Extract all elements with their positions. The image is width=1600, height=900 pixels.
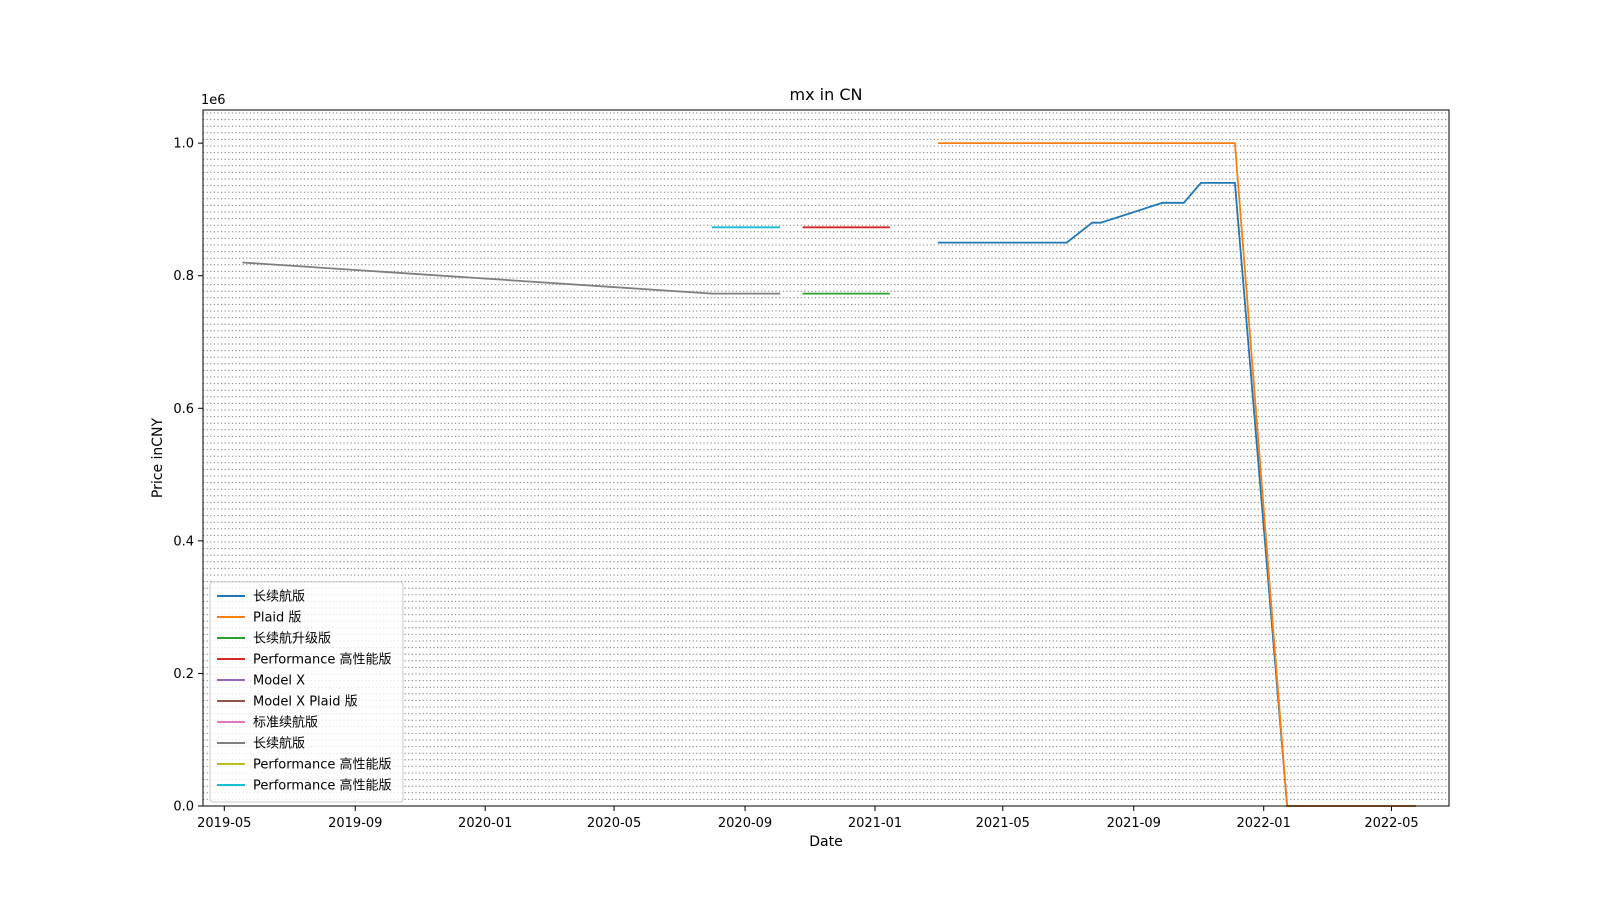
x-tick-label: 2022-01 bbox=[1237, 816, 1291, 831]
x-tick-label: 2021-01 bbox=[848, 816, 902, 831]
y-tick-label: 0.4 bbox=[173, 534, 194, 549]
x-tick-label: 2019-05 bbox=[197, 816, 251, 831]
plot-frame bbox=[202, 109, 1450, 807]
legend-entry: 长续航版 bbox=[253, 736, 305, 752]
y-axis: 0.0 0.2 0.4 0.6 0.8 1.0 bbox=[173, 137, 203, 815]
legend-entry: 长续航升级版 bbox=[253, 631, 331, 647]
legend-entry: Model X bbox=[253, 674, 305, 689]
x-tick-label: 2020-09 bbox=[718, 816, 772, 831]
legend-entry: Performance 高性能版 bbox=[253, 778, 392, 794]
series-line-7 bbox=[242, 261, 781, 295]
legend-entry: Performance 高性能版 bbox=[253, 652, 392, 668]
x-axis: 2019-05 2019-09 2020-01 2020-05 2020-09 2021-… bbox=[197, 806, 1419, 831]
legend-entry: 标准续航版 bbox=[253, 715, 318, 731]
legend-entry: Model X Plaid 版 bbox=[253, 695, 358, 710]
y-tick-label: 0.8 bbox=[173, 269, 194, 284]
y-tick-label: 0.2 bbox=[173, 667, 194, 682]
x-tick-label: 2020-05 bbox=[587, 816, 641, 831]
chart-title: mx in CN bbox=[790, 85, 863, 104]
y-tick-label: 0.0 bbox=[173, 800, 194, 815]
y-axis-label: Price inCNY bbox=[150, 417, 166, 498]
grid bbox=[203, 112, 1449, 800]
x-tick-label: 2021-05 bbox=[976, 816, 1030, 831]
legend-box bbox=[209, 581, 404, 803]
legend-entry: Performance 高性能版 bbox=[253, 757, 392, 773]
legend-entry: Plaid 版 bbox=[253, 611, 301, 626]
series-line-0 bbox=[937, 181, 1416, 807]
x-tick-label: 2022-05 bbox=[1364, 816, 1418, 831]
y-tick-label: 0.6 bbox=[173, 402, 194, 417]
y-tick-label: 1.0 bbox=[173, 137, 194, 152]
legend-entry: 长续航版 bbox=[253, 589, 305, 605]
x-tick-label: 2020-01 bbox=[458, 816, 512, 831]
x-tick-label: 2021-09 bbox=[1107, 816, 1161, 831]
x-axis-label: Date bbox=[809, 834, 842, 850]
x-tick-label: 2019-09 bbox=[328, 816, 382, 831]
y-axis-offset-label: 1e6 bbox=[201, 93, 226, 108]
